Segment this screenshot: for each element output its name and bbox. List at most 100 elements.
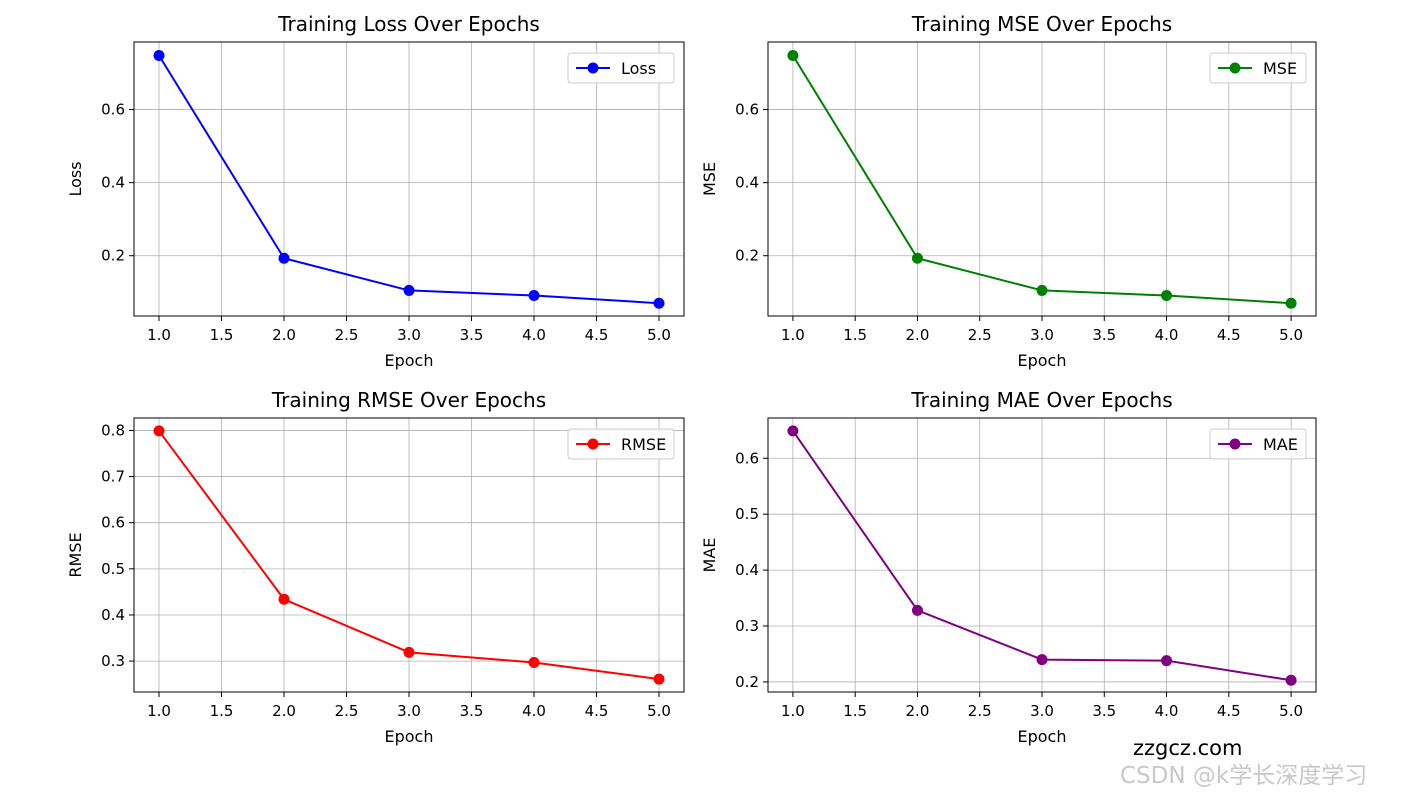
- x-tick-label: 4.0: [1155, 702, 1179, 720]
- data-point: [1285, 674, 1297, 686]
- y-tick-label: 0.4: [735, 561, 759, 579]
- data-point: [1285, 297, 1297, 309]
- y-tick-label: 0.5: [101, 560, 125, 578]
- legend-marker: [587, 62, 599, 74]
- chart-title: Training MAE Over Epochs: [910, 388, 1172, 412]
- x-tick-label: 2.0: [906, 702, 930, 720]
- x-tick-label: 4.0: [522, 702, 546, 720]
- y-tick-label: 0.7: [101, 468, 125, 486]
- y-tick-label: 0.2: [101, 247, 125, 265]
- x-tick-label: 5.0: [1279, 702, 1303, 720]
- y-tick-label: 0.3: [735, 617, 759, 635]
- data-point: [1036, 284, 1048, 296]
- legend: MSE: [1209, 52, 1307, 84]
- legend: RMSE: [567, 428, 675, 460]
- x-tick-label: 1.0: [781, 326, 805, 344]
- x-tick-label: 1.0: [147, 702, 171, 720]
- x-axis-label: Epoch: [385, 727, 434, 746]
- data-point: [1161, 655, 1173, 667]
- x-tick-label: 2.5: [968, 326, 992, 344]
- x-tick-label: 3.5: [1092, 326, 1116, 344]
- x-tick-label: 4.5: [1217, 702, 1241, 720]
- legend-box: [1209, 52, 1307, 84]
- chart-title: Training MSE Over Epochs: [911, 12, 1172, 36]
- x-tick-label: 2.0: [906, 326, 930, 344]
- x-tick-label: 4.5: [1217, 326, 1241, 344]
- data-point: [653, 297, 665, 309]
- x-tick-label: 2.0: [272, 702, 296, 720]
- x-axis-label: Epoch: [385, 351, 434, 370]
- y-tick-label: 0.6: [101, 514, 125, 532]
- data-point: [1161, 290, 1173, 302]
- data-point: [787, 50, 799, 62]
- legend: Loss: [567, 52, 675, 84]
- x-tick-label: 3.5: [1092, 702, 1116, 720]
- legend-marker: [1229, 62, 1241, 74]
- plot-frame: [133, 41, 685, 317]
- x-tick-label: 5.0: [647, 702, 671, 720]
- x-tick-label: 5.0: [1279, 326, 1303, 344]
- x-tick-label: 2.5: [335, 326, 359, 344]
- plot-frame: [767, 41, 1317, 317]
- y-tick-label: 0.6: [101, 101, 125, 119]
- legend-marker: [587, 438, 599, 450]
- plot-frame: [767, 417, 1317, 693]
- y-tick-label: 0.8: [101, 421, 125, 439]
- watermark-site: zzgcz.com: [1133, 736, 1243, 760]
- legend-label: MSE: [1263, 59, 1297, 78]
- x-tick-label: 1.5: [210, 326, 234, 344]
- legend-label: Loss: [621, 59, 656, 78]
- chart-panel-4: 1.0 1.5 2.0 2.5 3.0 3.5 4.0 4.5 5.0 0.2 0.3 0.4 0.5 0…: [700, 388, 1317, 746]
- plot-frame: [133, 417, 685, 693]
- data-point: [787, 425, 799, 437]
- x-tick-label: 3.0: [397, 702, 421, 720]
- chart-panel-2: 1.0 1.5 2.0 2.5 3.0 3.5 4.0 4.5 5.0 0.2 0.4 0.6 Trai…: [700, 12, 1317, 370]
- x-tick-label: 3.0: [1030, 702, 1054, 720]
- y-tick-label: 0.6: [735, 449, 759, 467]
- y-tick-label: 0.5: [735, 505, 759, 523]
- data-point: [528, 656, 540, 668]
- legend: MAE: [1209, 428, 1307, 460]
- data-point: [911, 604, 923, 616]
- y-tick-label: 0.4: [101, 174, 125, 192]
- data-point: [153, 50, 165, 62]
- data-point: [153, 425, 165, 437]
- data-point: [278, 593, 290, 605]
- x-axis-label: Epoch: [1018, 727, 1067, 746]
- legend-label: MAE: [1263, 435, 1298, 454]
- x-tick-label: 4.0: [1155, 326, 1179, 344]
- chart-panel-3: 1.0 1.5 2.0 2.5 3.0 3.5 4.0 4.5 5.0 0.3 0.4 0.5 0.6 0…: [66, 388, 685, 746]
- y-tick-label: 0.6: [735, 101, 759, 119]
- y-axis-label: MAE: [700, 538, 719, 573]
- legend-box: [567, 428, 675, 460]
- legend-marker: [1229, 438, 1241, 450]
- data-point: [403, 646, 415, 658]
- y-tick-label: 0.2: [735, 673, 759, 691]
- chart-title: Training Loss Over Epochs: [277, 12, 540, 36]
- x-tick-label: 1.5: [843, 326, 867, 344]
- x-tick-label: 2.5: [335, 702, 359, 720]
- data-point: [653, 673, 665, 685]
- data-point: [1036, 654, 1048, 666]
- y-tick-label: 0.4: [101, 606, 125, 624]
- x-axis-label: Epoch: [1018, 351, 1067, 370]
- x-tick-label: 3.5: [460, 326, 484, 344]
- x-tick-label: 1.5: [843, 702, 867, 720]
- data-point: [911, 252, 923, 264]
- chart-panel-1: 1.0 1.5 2.0 2.5 3.0 3.5 4.0 4.5 5.0 0.2 0.4 0.6 Trai…: [66, 12, 685, 370]
- x-tick-label: 2.0: [272, 326, 296, 344]
- x-tick-label: 3.0: [1030, 326, 1054, 344]
- chart-title: Training RMSE Over Epochs: [271, 388, 546, 412]
- y-axis-label: Loss: [66, 161, 85, 196]
- legend-box: [1209, 428, 1307, 460]
- x-tick-label: 1.0: [147, 326, 171, 344]
- data-point: [278, 252, 290, 264]
- data-point: [528, 290, 540, 302]
- y-axis-label: RMSE: [66, 532, 85, 577]
- x-tick-label: 5.0: [647, 326, 671, 344]
- legend-label: RMSE: [621, 435, 666, 454]
- x-tick-label: 1.0: [781, 702, 805, 720]
- data-point: [403, 284, 415, 296]
- x-tick-label: 1.5: [210, 702, 234, 720]
